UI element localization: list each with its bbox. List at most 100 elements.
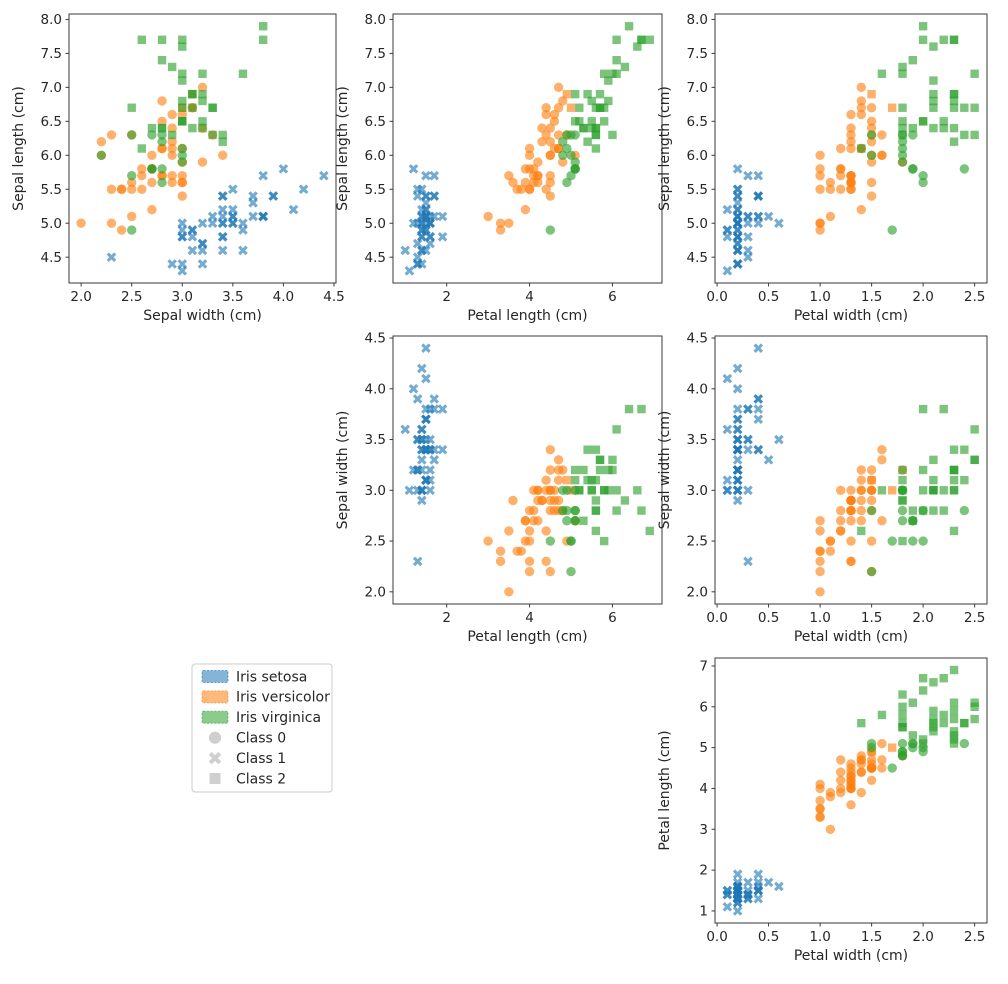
data-point — [815, 184, 825, 194]
data-point — [918, 404, 928, 414]
data-point — [167, 143, 177, 154]
data-point — [545, 495, 555, 506]
data-point — [437, 211, 448, 222]
data-point — [177, 218, 188, 229]
data-point — [877, 763, 887, 773]
data-point — [562, 475, 572, 485]
data-point — [888, 103, 897, 112]
legend-color-patch — [201, 670, 229, 683]
data-point — [620, 62, 630, 72]
y-tick-label: 2.0 — [687, 584, 708, 600]
data-point — [970, 69, 979, 78]
y-tick-label: 5.5 — [41, 182, 62, 198]
data-point — [722, 225, 733, 235]
y-tick-label: 6.0 — [365, 148, 386, 164]
y-tick-label: 8.0 — [41, 12, 62, 28]
data-point — [835, 143, 846, 154]
data-point — [898, 690, 907, 699]
data-point — [815, 170, 825, 181]
data-point — [897, 143, 908, 154]
data-point — [197, 245, 208, 256]
data-point — [404, 265, 415, 276]
data-point — [856, 787, 867, 798]
data-point — [178, 69, 187, 78]
data-point — [815, 516, 825, 526]
data-point — [856, 516, 867, 526]
data-point — [929, 506, 938, 515]
data-point — [425, 211, 435, 222]
data-point — [825, 184, 836, 194]
data-point — [558, 157, 568, 167]
data-point — [866, 566, 877, 577]
data-point — [722, 485, 733, 496]
data-point — [753, 404, 764, 414]
data-point — [198, 89, 207, 99]
data-point — [846, 137, 856, 147]
data-point — [591, 475, 601, 485]
data-point — [743, 444, 753, 455]
data-point — [508, 495, 518, 506]
data-point — [908, 731, 918, 740]
data-point — [268, 191, 279, 201]
data-point — [753, 869, 764, 880]
data-point — [866, 465, 877, 475]
data-point — [929, 123, 938, 133]
legend-item-class-2: Class 2 — [209, 771, 286, 787]
data-point — [575, 117, 584, 126]
data-point — [866, 755, 877, 765]
data-point — [959, 505, 970, 516]
data-point — [743, 877, 753, 888]
data-point — [319, 170, 329, 181]
data-point — [898, 475, 907, 485]
data-point — [157, 177, 167, 188]
data-point — [857, 144, 866, 153]
data-point — [167, 62, 177, 72]
data-point — [815, 526, 825, 536]
data-point — [545, 177, 555, 188]
data-point — [857, 526, 866, 536]
data-point — [421, 475, 431, 485]
data-point — [157, 96, 167, 106]
data-point — [562, 143, 572, 154]
data-point — [732, 245, 743, 256]
data-point — [722, 373, 733, 384]
data-point — [425, 404, 435, 414]
data-point — [612, 506, 621, 515]
data-point — [846, 143, 856, 154]
data-point — [566, 130, 576, 140]
legend-color-patch — [201, 710, 229, 724]
data-point — [637, 404, 646, 414]
data-point — [157, 137, 167, 147]
data-point — [633, 42, 642, 51]
data-point — [815, 218, 825, 228]
data-point — [949, 706, 959, 716]
data-point — [897, 157, 908, 167]
data-point — [929, 475, 938, 485]
data-point — [208, 731, 222, 744]
data-point — [288, 204, 299, 215]
data-point — [732, 424, 743, 435]
data-point — [835, 505, 846, 516]
data-point — [918, 465, 928, 475]
data-point — [106, 218, 117, 228]
data-point — [495, 218, 506, 228]
data-point — [825, 211, 836, 222]
data-point — [846, 177, 856, 188]
data-point — [558, 96, 568, 106]
data-point — [583, 89, 592, 99]
data-point — [545, 170, 555, 181]
y-tick-label: 7.5 — [365, 46, 386, 62]
data-point — [483, 211, 493, 222]
data-point — [178, 42, 187, 51]
data-point — [167, 259, 177, 269]
data-point — [579, 465, 588, 475]
data-point — [743, 252, 753, 262]
data-point — [520, 177, 531, 188]
data-point — [866, 157, 877, 167]
data-point — [835, 516, 846, 526]
data-point — [877, 710, 887, 720]
data-point — [732, 455, 743, 465]
data-point — [533, 516, 543, 526]
x-tick-label: 2 — [442, 610, 451, 626]
data-point — [908, 516, 918, 526]
